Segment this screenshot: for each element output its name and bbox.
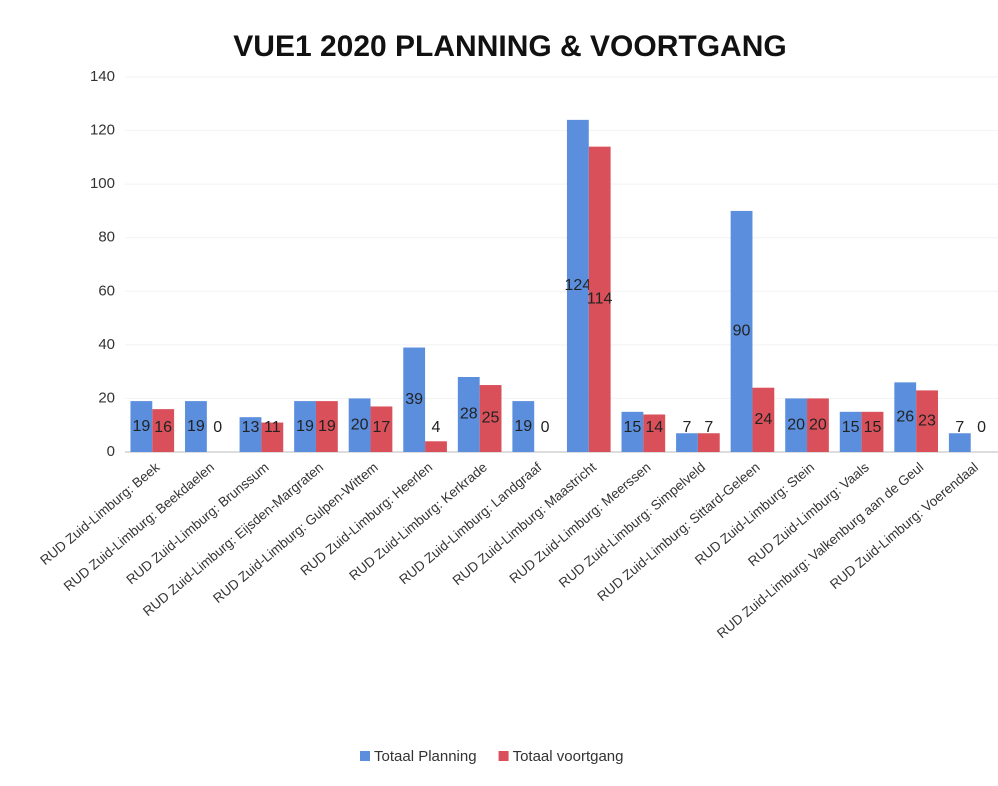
bar [916, 390, 938, 452]
data-label: 19 [318, 418, 336, 435]
data-label: 19 [187, 418, 205, 435]
data-label: 15 [842, 419, 860, 436]
data-label: 25 [482, 410, 500, 427]
bar [152, 409, 175, 452]
y-tick-label: 20 [98, 389, 115, 406]
data-label: 114 [587, 291, 613, 308]
bar [294, 401, 316, 452]
data-label: 0 [541, 419, 550, 436]
data-label: 28 [460, 406, 478, 423]
y-tick-label: 40 [98, 336, 115, 353]
x-tick-label: RUD Zuid-Limburg: Valkenburg aan de Geul [714, 460, 926, 642]
bar [894, 382, 917, 452]
y-tick-label: 0 [107, 443, 115, 460]
data-label: 24 [754, 411, 772, 428]
data-label: 19 [514, 418, 532, 435]
data-label: 7 [955, 419, 964, 436]
bar [403, 347, 426, 452]
data-label: 7 [683, 419, 692, 436]
bar [697, 433, 720, 452]
bar [588, 146, 611, 452]
data-label: 20 [809, 416, 827, 433]
data-label: 17 [373, 419, 391, 436]
legend-label: Totaal Planning [374, 748, 477, 765]
bar [621, 411, 644, 452]
data-label: 0 [977, 419, 986, 436]
chart-title: VUE1 2020 PLANNING & VOORTGANG [233, 30, 786, 63]
bar [785, 398, 808, 452]
y-tick-label: 120 [90, 122, 115, 139]
bar [185, 401, 207, 452]
data-label: 20 [787, 416, 805, 433]
data-label: 19 [296, 418, 314, 435]
bar [807, 398, 829, 452]
bar [861, 411, 884, 452]
bar [676, 433, 698, 452]
bar [348, 398, 371, 452]
bar [512, 401, 535, 452]
bar [566, 119, 589, 452]
bar [457, 377, 480, 452]
y-tick-label: 140 [90, 68, 115, 85]
bar [479, 385, 502, 452]
bar [730, 210, 753, 452]
data-label: 90 [733, 323, 751, 340]
data-label: 19 [132, 418, 150, 435]
bar [425, 441, 447, 452]
legend-swatch [498, 751, 509, 761]
data-label: 15 [624, 419, 642, 436]
data-label: 15 [864, 419, 882, 436]
bar [839, 411, 862, 452]
data-label: 16 [154, 419, 172, 436]
data-label: 13 [242, 419, 260, 436]
bar [261, 422, 284, 452]
data-label: 11 [264, 419, 281, 436]
bar [948, 433, 971, 452]
data-label: 39 [405, 391, 423, 408]
bar [239, 417, 262, 452]
bar [130, 401, 153, 452]
legend-swatch [360, 751, 370, 761]
bar [643, 414, 666, 452]
bar [752, 387, 775, 452]
y-tick-label: 100 [90, 175, 115, 192]
y-tick-label: 80 [98, 229, 115, 246]
data-label: 23 [918, 412, 936, 429]
data-label: 0 [213, 419, 222, 436]
data-label: 20 [351, 416, 369, 433]
data-label: 124 [565, 277, 592, 294]
data-label: 14 [645, 419, 663, 436]
data-label: 7 [704, 419, 713, 436]
bar [370, 406, 393, 452]
y-tick-label: 60 [98, 282, 115, 299]
data-label: 26 [896, 408, 914, 425]
legend-label: Totaal voortgang [513, 748, 624, 765]
data-label: 4 [432, 419, 441, 436]
bar [315, 401, 338, 452]
